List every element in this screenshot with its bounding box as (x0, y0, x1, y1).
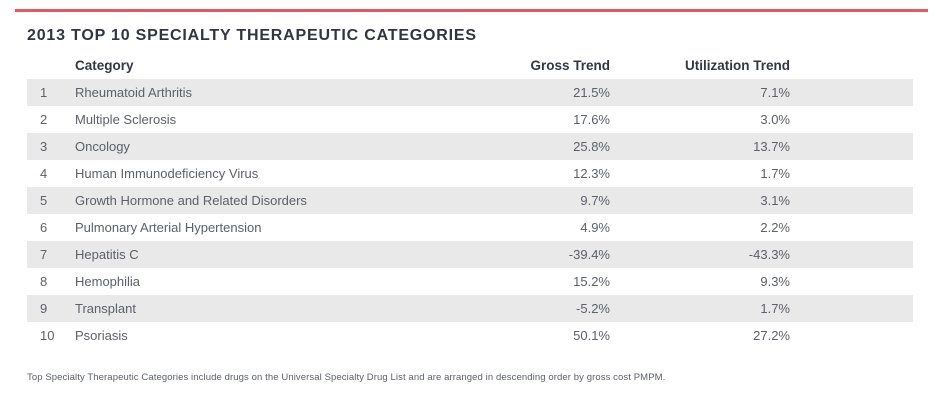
utilization-trend-cell: 3.0% (760, 112, 790, 127)
column-header-utilization-trend: Utilization Trend (684, 58, 790, 73)
gross-trend-cell: 12.3% (573, 166, 610, 181)
utilization-trend-cell: 3.1% (760, 193, 790, 208)
gross-trend-cell: 15.2% (573, 274, 610, 289)
utilization-trend-cell: -43.3% (748, 247, 790, 262)
gross-trend-cell: 21.5% (573, 85, 610, 100)
table-header: Category Gross Trend Utilization Trend (27, 52, 913, 79)
table-body: 1 Rheumatoid Arthritis 21.5% 7.1% 2 Mult… (27, 79, 913, 349)
rank-cell: 7 (40, 247, 48, 262)
rank-cell: 2 (40, 112, 48, 127)
rank-cell: 8 (40, 274, 48, 289)
utilization-trend-cell: 1.7% (760, 301, 790, 316)
gross-trend-cell: 17.6% (573, 112, 610, 127)
utilization-trend-cell: 2.2% (760, 220, 790, 235)
rank-cell: 4 (40, 166, 48, 181)
category-cell: Psoriasis (75, 328, 128, 343)
category-cell: Pulmonary Arterial Hypertension (75, 220, 262, 235)
gross-trend-cell: 4.9% (580, 220, 610, 235)
utilization-trend-cell: 27.2% (753, 328, 790, 343)
category-cell: Rheumatoid Arthritis (75, 85, 193, 100)
table-row: 3 Oncology 25.8% 13.7% (27, 133, 913, 160)
table-row: 7 Hepatitis C -39.4% -43.3% (27, 241, 913, 268)
category-cell: Multiple Sclerosis (75, 112, 177, 127)
page-title: 2013 TOP 10 SPECIALTY THERAPEUTIC CATEGO… (27, 27, 477, 44)
rank-cell: 5 (40, 193, 48, 208)
table-header-row: Category Gross Trend Utilization Trend (27, 52, 913, 79)
table-row: 5 Growth Hormone and Related Disorders 9… (27, 187, 913, 214)
column-header-category: Category (75, 58, 134, 73)
category-cell: Growth Hormone and Related Disorders (75, 193, 307, 208)
accent-divider-line (15, 9, 928, 12)
utilization-trend-cell: 13.7% (753, 139, 790, 154)
rank-cell: 3 (40, 139, 48, 154)
category-cell: Hepatitis C (75, 247, 139, 262)
table-row: 2 Multiple Sclerosis 17.6% 3.0% (27, 106, 913, 133)
rank-cell: 10 (40, 328, 55, 343)
utilization-trend-cell: 7.1% (760, 85, 790, 100)
gross-trend-cell: 25.8% (573, 139, 610, 154)
utilization-trend-cell: 1.7% (760, 166, 790, 181)
category-cell: Transplant (75, 301, 136, 316)
column-header-rank (27, 52, 75, 79)
category-cell: Oncology (75, 139, 130, 154)
table-row: 9 Transplant -5.2% 1.7% (27, 295, 913, 322)
table-row: 8 Hemophilia 15.2% 9.3% (27, 268, 913, 295)
column-header-gross-trend: Gross Trend (530, 58, 610, 73)
table-footnote: Top Specialty Therapeutic Categories inc… (27, 372, 666, 383)
rank-cell: 6 (40, 220, 48, 235)
category-cell: Hemophilia (75, 274, 141, 289)
gross-trend-cell: -39.4% (568, 247, 610, 262)
specialty-categories-table: Category Gross Trend Utilization Trend 1… (27, 52, 913, 349)
utilization-trend-cell: 9.3% (760, 274, 790, 289)
table-row: 1 Rheumatoid Arthritis 21.5% 7.1% (27, 79, 913, 106)
table-row: 10 Psoriasis 50.1% 27.2% (27, 322, 913, 349)
table-row: 4 Human Immunodeficiency Virus 12.3% 1.7… (27, 160, 913, 187)
gross-trend-cell: -5.2% (576, 301, 610, 316)
gross-trend-cell: 9.7% (580, 193, 610, 208)
rank-cell: 1 (40, 85, 48, 100)
table-row: 6 Pulmonary Arterial Hypertension 4.9% 2… (27, 214, 913, 241)
gross-trend-cell: 50.1% (573, 328, 610, 343)
rank-cell: 9 (40, 301, 48, 316)
category-cell: Human Immunodeficiency Virus (75, 166, 259, 181)
